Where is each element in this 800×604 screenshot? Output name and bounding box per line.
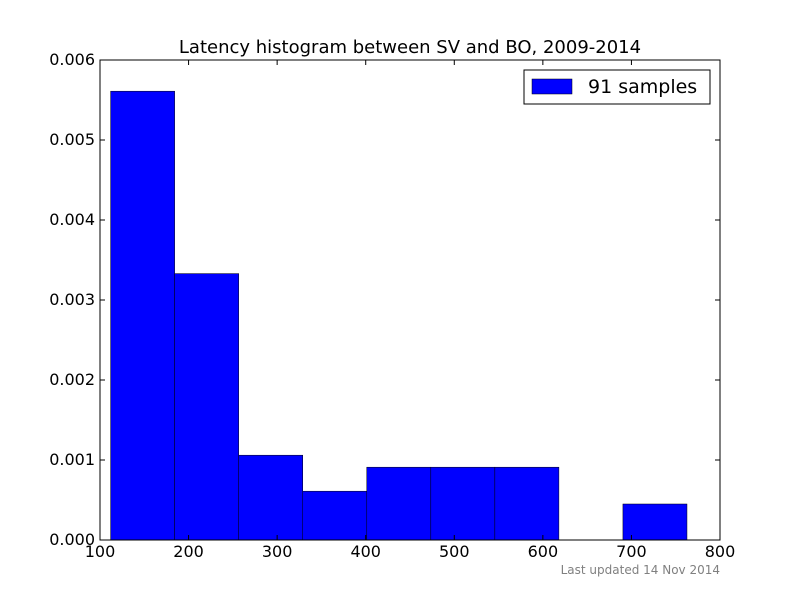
y-tick-label: 0.000 (49, 530, 95, 549)
y-tick-label: 0.005 (49, 130, 95, 149)
histogram-bar (110, 90, 175, 541)
x-tick-label: 500 (439, 542, 470, 561)
chart-title: Latency histogram between SV and BO, 200… (179, 37, 641, 58)
x-tick-label: 100 (85, 542, 116, 561)
axis-ticks: 100 200 300 400 500 600 700 800 0.000 0.001 0.002 0… (49, 50, 735, 561)
histogram-bar (302, 490, 368, 541)
histogram-bar (622, 503, 688, 541)
y-tick-label: 0.004 (49, 210, 95, 229)
legend: 91 samples (523, 69, 711, 105)
histogram-bar (366, 466, 432, 541)
bars-group (110, 90, 688, 541)
legend-swatch (531, 78, 573, 95)
x-tick-label: 400 (350, 542, 381, 561)
y-tick-label: 0.006 (49, 50, 95, 69)
x-tick-label: 600 (528, 542, 559, 561)
histogram-bar (430, 466, 496, 541)
y-tick-label: 0.002 (49, 370, 95, 389)
x-tick-label: 800 (705, 542, 736, 561)
histogram-bar (238, 454, 303, 541)
x-tick-label: 200 (173, 542, 204, 561)
histogram-bar (494, 466, 560, 541)
last-updated-note: Last updated 14 Nov 2014 (561, 563, 720, 577)
histogram-bar (174, 273, 239, 541)
x-tick-label: 700 (616, 542, 647, 561)
y-tick-label: 0.001 (49, 450, 95, 469)
legend-label: 91 samples (588, 76, 697, 98)
y-tick-label: 0.003 (49, 290, 95, 309)
x-tick-label: 300 (262, 542, 293, 561)
